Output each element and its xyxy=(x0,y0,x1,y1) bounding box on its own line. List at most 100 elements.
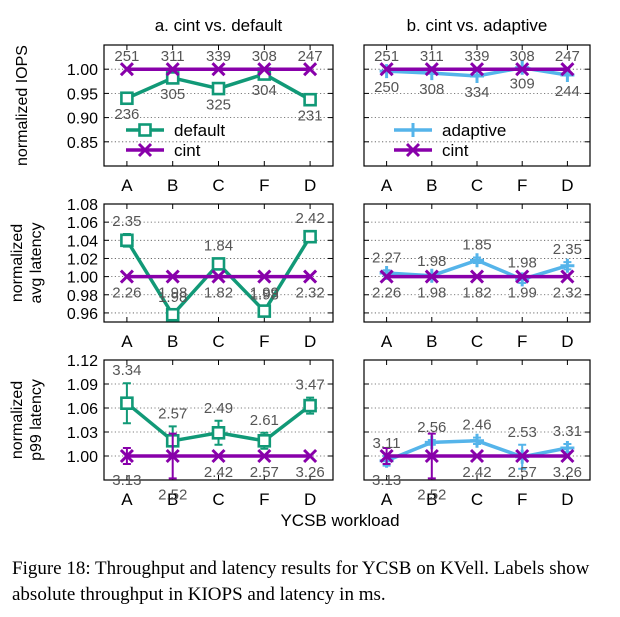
data-point-cint xyxy=(119,269,134,284)
data-point-cint xyxy=(469,269,485,284)
data-point-cint xyxy=(379,269,394,284)
y-tick-label: 1.06 xyxy=(67,401,98,418)
data-label: 308 xyxy=(510,48,535,65)
data-point-cint xyxy=(515,269,530,284)
data-point-adaptive xyxy=(470,433,484,448)
data-point-cint xyxy=(165,62,180,77)
data-point-cint xyxy=(211,62,226,77)
data-label: 305 xyxy=(160,86,185,103)
data-label: 1.82 xyxy=(204,285,233,302)
data-point-default xyxy=(120,233,134,248)
x-tick-label: B xyxy=(426,332,437,351)
data-label: 251 xyxy=(114,48,139,65)
series-cint xyxy=(379,62,575,77)
data-label: 2.26 xyxy=(372,285,401,302)
panel-b-p99: A B C F D 3.11 2.56 2.46 2.53 3.31 3.13 2.52 2.42 2.5… xyxy=(363,359,591,509)
series-cint xyxy=(119,62,318,77)
y-tick-label: 0.85 xyxy=(67,135,98,152)
data-label: 1.98 xyxy=(417,285,446,302)
y-tick-label: 1.02 xyxy=(67,251,98,268)
data-label: 2.27 xyxy=(372,249,401,266)
data-point-cint xyxy=(469,448,485,464)
data-label: 3.34 xyxy=(112,362,141,379)
x-tick-label: F xyxy=(517,490,527,509)
data-point-cint xyxy=(165,448,180,464)
data-label: 2.57 xyxy=(250,464,279,481)
data-point-cint xyxy=(379,62,394,77)
data-point-default xyxy=(303,92,317,107)
data-label: 2.32 xyxy=(553,285,582,302)
y-tick-label: 1.09 xyxy=(67,377,98,394)
data-label: 3.26 xyxy=(295,464,324,481)
data-label: 2.46 xyxy=(462,417,491,434)
legend-label-default: default xyxy=(174,121,225,140)
data-label: 2.35 xyxy=(553,241,582,258)
x-tick-label: B xyxy=(167,332,178,351)
legend-marker-adaptive xyxy=(406,123,420,137)
data-point-default xyxy=(257,304,272,318)
data-label: 2.35 xyxy=(112,213,141,230)
data-point-adaptive xyxy=(470,253,484,268)
data-point-default xyxy=(303,229,317,244)
x-tick-label: A xyxy=(121,332,133,351)
x-tick-label: D xyxy=(304,176,316,195)
x-tick-label: C xyxy=(471,176,483,195)
x-tick-label: A xyxy=(121,490,133,509)
data-label: 1.99 xyxy=(508,285,537,302)
y-tick-label: 1.00 xyxy=(67,449,98,466)
panel-a-iops: 0.85 0.90 0.95 1.00 A B C F Da. cint vs. default… xyxy=(14,16,334,195)
data-label: 3.11 xyxy=(373,435,401,452)
x-tick-label: C xyxy=(212,490,224,509)
data-point-cint xyxy=(303,448,318,464)
data-label: 325 xyxy=(206,97,231,114)
legend-marker-cint xyxy=(405,142,421,158)
data-point-default xyxy=(165,307,180,322)
y-tick-label: 1.00 xyxy=(67,270,98,287)
data-label: 1.98 xyxy=(158,285,187,302)
y-tick-label: 0.95 xyxy=(67,86,98,103)
data-label: 308 xyxy=(419,81,444,98)
x-tick-label: C xyxy=(471,490,483,509)
legend-label-adaptive: adaptive xyxy=(442,121,506,140)
x-tick-label: F xyxy=(259,332,269,351)
y-tick-label: 1.06 xyxy=(67,215,98,232)
data-label: 1.82 xyxy=(462,285,491,302)
legend-marker-default xyxy=(138,123,152,137)
x-tick-label: C xyxy=(471,332,483,351)
y-tick-label: 1.03 xyxy=(67,425,98,442)
legend-marker-cint xyxy=(137,142,153,158)
data-label: 247 xyxy=(555,48,580,65)
y-axis-label: normalized xyxy=(9,224,26,302)
data-point-cint xyxy=(257,448,272,464)
data-label: 334 xyxy=(464,84,489,101)
ycsb-figure: 0.85 0.90 0.95 1.00 A B C F Da. cint vs. default… xyxy=(9,16,591,530)
panel-title: b. cint vs. adaptive xyxy=(407,16,548,35)
series-cint xyxy=(119,432,318,480)
data-label: 311 xyxy=(161,48,185,65)
x-tick-label: A xyxy=(381,332,393,351)
data-point-default xyxy=(120,396,134,411)
data-label: 2.52 xyxy=(158,486,187,503)
data-label: 231 xyxy=(298,108,323,125)
data-point-cint xyxy=(165,269,180,284)
data-point-cint xyxy=(303,62,318,77)
legend-label-cint: cint xyxy=(174,141,201,160)
data-label: 1.99 xyxy=(250,285,279,302)
legend-label-cint: cint xyxy=(442,141,469,160)
data-point-cint xyxy=(424,448,439,464)
panel-b-avg: A B C F D 2.27 1.98 1.85 1.98 2.35 2.26 1.98 1.82 1.9… xyxy=(363,203,591,351)
data-point-default xyxy=(211,425,226,440)
data-label: 236 xyxy=(114,106,139,123)
x-tick-label: B xyxy=(167,490,178,509)
x-tick-label: D xyxy=(561,176,573,195)
data-label: 3.13 xyxy=(112,472,141,489)
data-point-default xyxy=(211,81,226,96)
series-default xyxy=(120,229,317,322)
data-label: 2.42 xyxy=(295,210,324,227)
data-point-cint xyxy=(119,62,134,77)
data-point-cint xyxy=(257,62,272,77)
data-point-cint xyxy=(515,448,530,464)
